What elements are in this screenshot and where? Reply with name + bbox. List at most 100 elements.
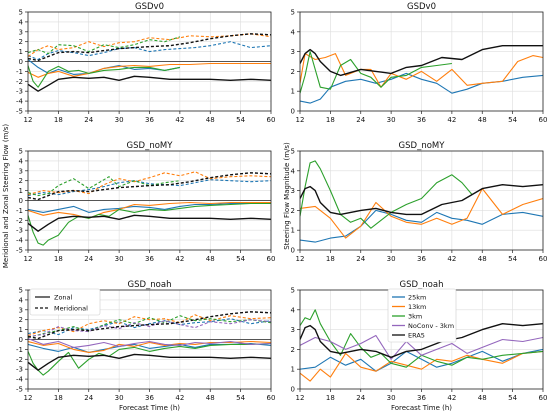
series-3km-meridional xyxy=(28,36,181,55)
x-tick-label: 48 xyxy=(478,394,487,402)
y-tick-label: -1 xyxy=(16,346,23,354)
y-tick-label: -2 xyxy=(16,78,23,86)
x-tick-label: 54 xyxy=(236,255,245,263)
x-tick-label: 54 xyxy=(508,255,517,263)
series-13km-zonal xyxy=(28,62,271,78)
y-tick-label: 2 xyxy=(291,346,295,354)
y-tick-label: 2 xyxy=(19,316,23,324)
panel-title: GSDv0 xyxy=(407,2,436,12)
y-tick-label: 5 xyxy=(19,148,23,156)
series-era5-meridional xyxy=(28,33,271,62)
x-tick-label: 60 xyxy=(267,116,276,124)
x-tick-label: 42 xyxy=(447,255,456,263)
y-tick-label: 0 xyxy=(19,336,23,344)
x-tick-label: 18 xyxy=(54,394,63,402)
y-tick-label: -5 xyxy=(16,247,23,255)
x-tick-label: 30 xyxy=(387,255,396,263)
series-noconv-3km-meridional xyxy=(28,319,271,338)
y-tick-label: 4 xyxy=(19,157,24,165)
legend-noconv-label: NoConv - 3km xyxy=(408,322,454,330)
series-3km-meridional xyxy=(28,315,271,339)
y-tick-label: 3 xyxy=(19,167,23,175)
series-13km-zonal xyxy=(28,201,271,219)
x-tick-label: 48 xyxy=(206,255,215,263)
panel-title: GSD_noMY xyxy=(399,141,446,151)
series-era5-zonal xyxy=(28,75,271,92)
x-tick-label: 42 xyxy=(175,394,184,402)
x-tick-label: 36 xyxy=(145,255,154,263)
y-tick-label: 4 xyxy=(19,18,24,26)
y-tick-label: 2 xyxy=(19,177,23,185)
x-tick-label: 42 xyxy=(175,255,184,263)
x-tick-label: 42 xyxy=(175,116,184,124)
x-tick-label: 12 xyxy=(24,255,33,263)
panels: 12 18 24 30 36 42 48 54 60-5-4-3-2-1012345GSDv01… xyxy=(16,2,547,412)
y-tick-label: 1 xyxy=(291,366,295,374)
series-noconv-3km-zonal xyxy=(28,337,271,348)
y-tick-label: 1 xyxy=(291,227,295,235)
x-tick-label: 12 xyxy=(296,394,305,402)
x-tick-label: 12 xyxy=(296,116,305,124)
y-tick-label: 4 xyxy=(291,306,296,314)
y-tick-label: -3 xyxy=(16,88,23,96)
y-tick-label: -2 xyxy=(16,356,23,364)
series-3km-zonal xyxy=(28,202,271,246)
series-25km-meridional xyxy=(28,41,271,61)
y-tick-label: 1 xyxy=(291,88,295,96)
series-13km xyxy=(300,350,543,382)
series-13km-meridional xyxy=(28,314,271,337)
x-tick-label: 36 xyxy=(417,116,426,124)
x-tick-label: 30 xyxy=(387,116,396,124)
y-tick-label: 3 xyxy=(291,187,295,195)
panel-title: GSDv0 xyxy=(135,2,164,12)
left-ylabel: Meridional and Zonal Steering Flow (m/s) xyxy=(2,124,10,269)
y-tick-label: 0 xyxy=(19,58,23,66)
x-tick-label: 54 xyxy=(236,394,245,402)
x-tick-label: 36 xyxy=(417,394,426,402)
series-era5 xyxy=(300,184,543,216)
series-3km-meridional xyxy=(28,176,180,197)
y-tick-label: -4 xyxy=(16,98,24,106)
legend-3km-label: 3km xyxy=(408,313,422,321)
y-tick-label: 5 xyxy=(19,9,23,17)
y-tick-label: -2 xyxy=(16,217,23,225)
series-era5-zonal xyxy=(28,353,271,371)
legend-25km-label: 25km xyxy=(408,294,426,302)
y-tick-label: -5 xyxy=(16,386,23,394)
series-3km xyxy=(300,160,473,229)
series-13km xyxy=(300,188,543,239)
y-tick-label: -1 xyxy=(16,68,23,76)
y-tick-label: 3 xyxy=(19,306,23,314)
x-tick-label: 36 xyxy=(145,394,154,402)
y-tick-label: 1 xyxy=(19,326,23,334)
panel-p6: 12 18 24 30 36 42 48 54 60012345GSD_noahForecast… xyxy=(291,280,548,412)
series-25km xyxy=(300,348,543,372)
series-25km xyxy=(300,209,543,243)
x-tick-label: 18 xyxy=(54,255,63,263)
x-tick-label: 24 xyxy=(356,255,365,263)
y-tick-label: -4 xyxy=(16,376,24,384)
legend-era5-label: ERA5 xyxy=(408,332,425,340)
legend-runs: 25km 13km 3km NoConv - 3km ERA5 xyxy=(387,288,457,343)
series-13km-meridional xyxy=(28,171,271,196)
y-tick-label: 2 xyxy=(19,38,23,46)
y-tick-label: 5 xyxy=(291,148,295,156)
x-tick-label: 18 xyxy=(54,116,63,124)
y-tick-label: 4 xyxy=(291,167,296,175)
x-tick-label: 36 xyxy=(417,255,426,263)
x-axis-label: Forecast Time (h) xyxy=(391,404,452,412)
y-tick-label: 2 xyxy=(291,68,295,76)
x-tick-label: 60 xyxy=(267,255,276,263)
series-era5-zonal xyxy=(28,214,271,232)
x-tick-label: 12 xyxy=(24,116,33,124)
y-tick-label: 0 xyxy=(291,108,295,116)
x-tick-label: 60 xyxy=(539,255,548,263)
x-tick-label: 42 xyxy=(447,394,456,402)
x-axis-label: Forecast Time (h) xyxy=(119,404,180,412)
series-25km-zonal xyxy=(28,202,271,213)
x-tick-label: 48 xyxy=(478,255,487,263)
series-25km-meridional xyxy=(28,179,271,197)
x-tick-label: 30 xyxy=(115,255,124,263)
y-tick-label: -3 xyxy=(16,366,23,374)
